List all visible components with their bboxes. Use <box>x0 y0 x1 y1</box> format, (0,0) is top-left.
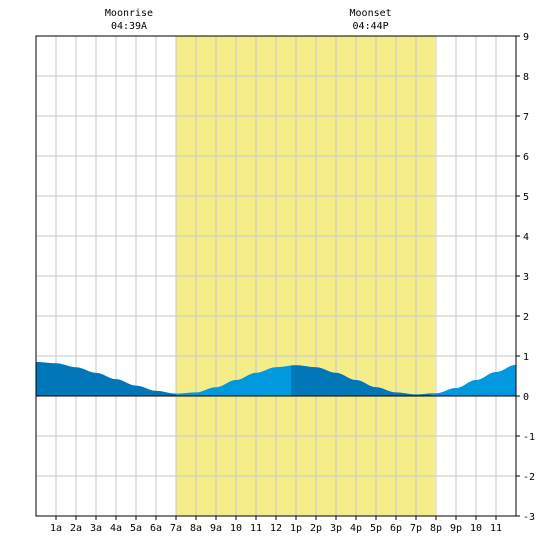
x-tick-label: 3a <box>90 523 102 534</box>
y-tick-label: 9 <box>523 32 529 43</box>
x-tick-label: 11 <box>250 523 262 534</box>
y-tick-label: 2 <box>523 312 529 323</box>
y-tick-label: -1 <box>523 432 535 443</box>
tide-area-segment <box>176 365 291 396</box>
y-tick-label: 4 <box>523 232 529 243</box>
y-tick-label: 5 <box>523 192 529 203</box>
x-tick-label: 6a <box>150 523 162 534</box>
tide-area-segment <box>291 365 431 396</box>
y-tick-label: 0 <box>523 392 529 403</box>
x-tick-label: 5a <box>130 523 142 534</box>
x-tick-label: 4a <box>110 523 122 534</box>
moon-event-label: Moonset <box>350 8 392 19</box>
x-tick-label: 7a <box>170 523 182 534</box>
x-tick-label: 1a <box>50 523 62 534</box>
x-tick-label: 11 <box>490 523 502 534</box>
x-tick-label: 3p <box>330 523 342 534</box>
x-tick-label: 6p <box>390 523 402 534</box>
x-tick-label: 1p <box>290 523 302 534</box>
tide-area-segment <box>36 362 176 396</box>
x-tick-label: 12 <box>270 523 282 534</box>
x-tick-label: 10 <box>230 523 242 534</box>
x-tick-label: 9a <box>210 523 222 534</box>
y-tick-label: 6 <box>523 152 529 163</box>
x-tick-label: 10 <box>470 523 482 534</box>
x-tick-label: 7p <box>410 523 422 534</box>
x-tick-label: 2p <box>310 523 322 534</box>
y-tick-label: 3 <box>523 272 529 283</box>
moon-event-time: 04:44P <box>353 21 389 32</box>
y-tick-label: -2 <box>523 472 535 483</box>
tide-area-segment <box>431 364 516 396</box>
x-tick-label: 4p <box>350 523 362 534</box>
moon-event-label: Moonrise <box>105 8 153 19</box>
y-tick-label: 8 <box>523 72 529 83</box>
x-tick-label: 2a <box>70 523 82 534</box>
x-tick-label: 9p <box>450 523 462 534</box>
y-tick-label: -3 <box>523 512 535 523</box>
moon-event-time: 04:39A <box>111 21 147 32</box>
x-tick-label: 8p <box>430 523 442 534</box>
x-tick-label: 8a <box>190 523 202 534</box>
y-tick-label: 7 <box>523 112 529 123</box>
y-tick-label: 1 <box>523 352 529 363</box>
x-tick-label: 5p <box>370 523 382 534</box>
